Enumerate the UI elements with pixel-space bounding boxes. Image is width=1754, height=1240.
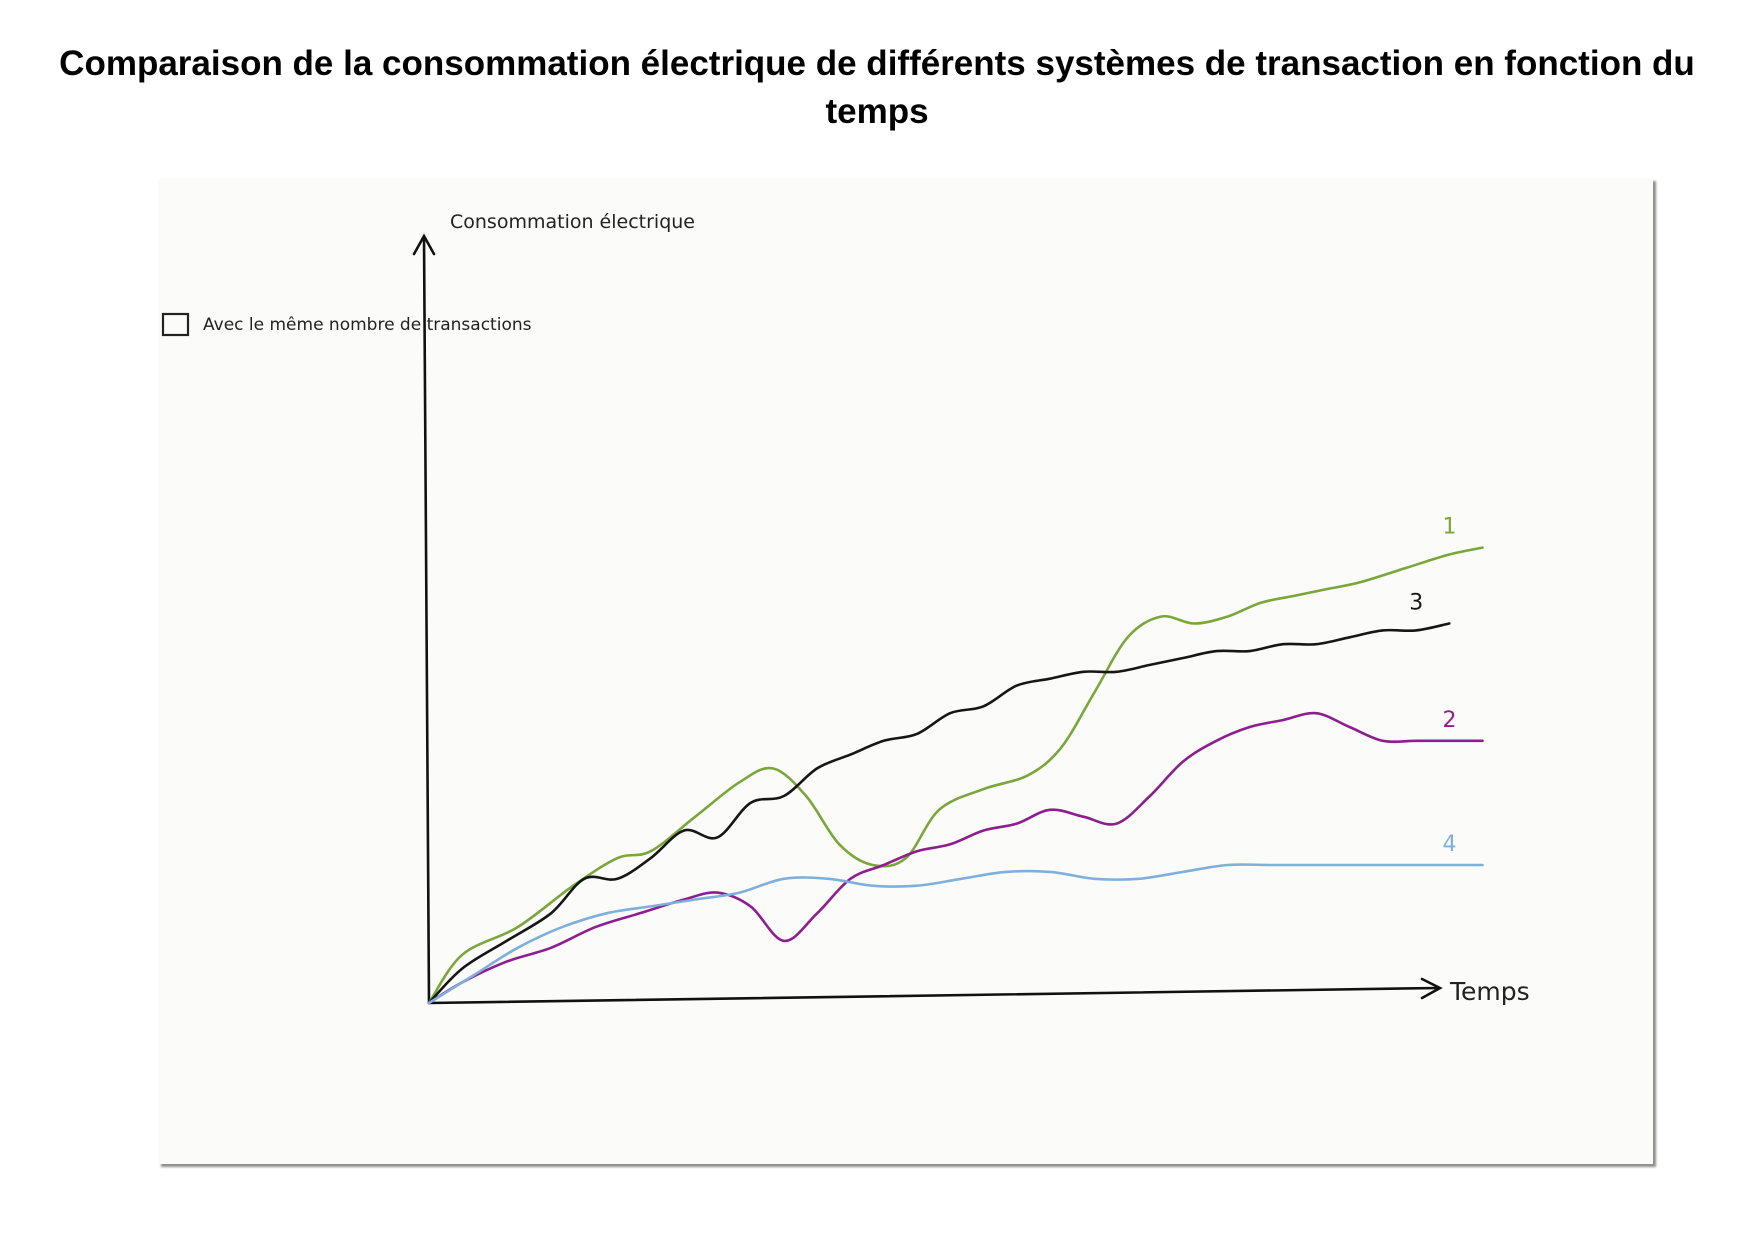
chart-canvas: Consommation électrique Temps Avec le mê… bbox=[161, 211, 1530, 1006]
series-line-1 bbox=[427, 546, 1484, 1005]
series-label-1: 1 bbox=[1443, 515, 1457, 540]
x-axis-label: Temps bbox=[1449, 977, 1530, 1006]
paper-sheet: Consommation électrique Temps Avec le mê… bbox=[158, 178, 1653, 1164]
series-line-2 bbox=[427, 711, 1484, 1005]
series-label-2: 2 bbox=[1443, 708, 1457, 733]
chart-title: Comparaison de la consommation électriqu… bbox=[59, 44, 1695, 131]
note-checkbox bbox=[161, 312, 190, 337]
series-line-4 bbox=[427, 863, 1484, 1005]
series-label-4: 4 bbox=[1443, 832, 1457, 857]
y-axis bbox=[412, 233, 436, 1005]
x-axis bbox=[427, 977, 1443, 1005]
series-label-3: 3 bbox=[1409, 591, 1423, 616]
series-layer: 1 2 3 4 bbox=[427, 515, 1484, 1005]
y-axis-label-line-1: Consommation électrique bbox=[450, 211, 695, 233]
note-box: Avec le même nombre de transactions bbox=[161, 312, 532, 337]
series-line-3 bbox=[427, 622, 1451, 1005]
note-text: Avec le même nombre de transactions bbox=[203, 315, 532, 335]
